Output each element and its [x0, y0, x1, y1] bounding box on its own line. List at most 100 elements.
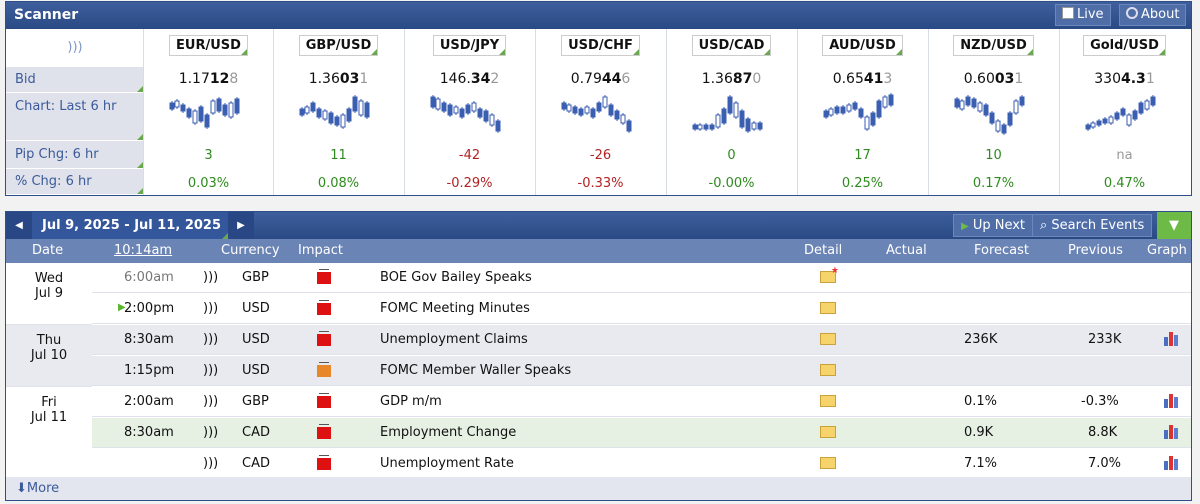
sound-icon[interactable]: ))) [203, 332, 219, 347]
label-bid[interactable]: Bid [6, 67, 144, 93]
sound-icon[interactable]: ))) [203, 270, 219, 285]
graph-icon[interactable] [1163, 331, 1179, 347]
event-title[interactable]: Employment Change [380, 425, 517, 440]
pip-change: 0 [727, 148, 736, 163]
pair-name[interactable]: USD/CHF [561, 35, 640, 56]
sparkline-chart[interactable] [820, 93, 900, 135]
bid-price: 146.342 [405, 71, 534, 87]
sparkline-chart[interactable] [951, 93, 1031, 135]
pair-name[interactable]: USD/CAD [691, 35, 772, 56]
candle-body [697, 124, 703, 130]
live-toggle[interactable]: Live [1055, 4, 1111, 26]
pair-name[interactable]: USD/JPY [432, 35, 507, 56]
filter-icon[interactable]: ▼ [1157, 212, 1191, 239]
event-row[interactable]: 1:15pm ))) USD FOMC Member Waller Speaks [92, 356, 1191, 386]
candle-body [228, 102, 234, 118]
detail-folder-icon[interactable] [820, 426, 836, 438]
sparkline-chart[interactable] [689, 93, 769, 135]
bid-pips: 12 [209, 71, 230, 87]
sound-icon[interactable]: ))) [203, 394, 219, 409]
sound-icon[interactable]: ))) [203, 363, 219, 378]
candle-body [959, 100, 965, 110]
up-next-button[interactable]: ▶ Up Next [953, 214, 1034, 237]
detail-folder-icon[interactable] [820, 333, 836, 345]
date-range[interactable]: Jul 9, 2025 - Jul 11, 2025 [32, 212, 228, 239]
sparkline-chart[interactable] [558, 93, 638, 135]
label-pip-chg[interactable]: Pip Chg: 6 hr [6, 141, 144, 169]
checkbox-icon[interactable] [1062, 7, 1074, 19]
pip-change: 17 [854, 148, 871, 163]
sound-icon[interactable]: ))) [203, 456, 219, 471]
event-row[interactable]: 8:30am ))) USD Unemployment Claims 236K … [92, 325, 1191, 355]
about-button[interactable]: About [1119, 4, 1187, 26]
event-title[interactable]: FOMC Meeting Minutes [380, 301, 530, 316]
event-title[interactable]: FOMC Member Waller Speaks [380, 363, 572, 378]
event-currency: USD [242, 332, 270, 347]
candle-body [495, 120, 501, 132]
pair-name[interactable]: AUD/USD [822, 35, 903, 56]
label-chart[interactable]: Chart: Last 6 hr [6, 93, 144, 141]
detail-folder-icon[interactable] [820, 457, 836, 469]
sparkline-chart[interactable] [1082, 93, 1162, 135]
graph-icon[interactable] [1163, 455, 1179, 471]
graph-icon[interactable] [1163, 393, 1179, 409]
event-previous: -0.3% [1081, 394, 1119, 409]
bid-fraction: 1 [1014, 71, 1024, 87]
event-title[interactable]: Unemployment Claims [380, 332, 528, 347]
pair-name[interactable]: NZD/USD [953, 35, 1034, 56]
col-time[interactable]: 10:14am [114, 243, 173, 258]
event-row[interactable]: 8:30am ))) CAD Employment Change 0.9K 8.… [92, 418, 1191, 448]
candle-body [971, 98, 977, 108]
sparkline-chart[interactable] [427, 93, 507, 135]
pip-change: 10 [985, 148, 1002, 163]
sound-icon[interactable]: ))) [203, 301, 219, 316]
pair-name[interactable]: GBP/USD [298, 35, 379, 56]
detail-folder-icon[interactable] [820, 364, 836, 376]
candle-body [459, 108, 465, 118]
prev-week-button[interactable]: ◀ [6, 212, 32, 239]
candle-body [965, 96, 971, 106]
event-time: 8:30am [124, 332, 174, 347]
event-row[interactable]: 2:00am ))) GBP GDP m/m 0.1% -0.3% [92, 387, 1191, 417]
more-link[interactable]: ⬇More [6, 477, 1191, 500]
event-title[interactable]: GDP m/m [380, 394, 442, 409]
candle-body [1138, 102, 1144, 114]
pair-name[interactable]: EUR/USD [169, 35, 248, 56]
next-week-button[interactable]: ▶ [228, 212, 254, 239]
day-cell: Fri Jul 11 [6, 387, 92, 480]
event-previous: 8.8K [1088, 425, 1118, 440]
day-of-week: Fri [41, 395, 57, 410]
calendar-column-headers: Date 10:14am Currency Impact Detail Actu… [6, 239, 1191, 263]
detail-folder-icon[interactable] [820, 395, 836, 407]
event-row[interactable]: 6:00am ))) GBP BOE Gov Bailey Speaks ★ [92, 263, 1191, 293]
event-row[interactable]: ▶ 2:00pm ))) USD FOMC Meeting Minutes [92, 294, 1191, 324]
sparkline-chart[interactable] [166, 93, 246, 135]
event-title[interactable]: BOE Gov Bailey Speaks [380, 270, 532, 285]
label-pct-chg[interactable]: % Chg: 6 hr [6, 169, 144, 195]
graph-icon[interactable] [1163, 424, 1179, 440]
candle-body [471, 102, 477, 112]
candle-body [1019, 96, 1025, 106]
bid-pips: 34 [470, 71, 491, 87]
candle-body [757, 122, 763, 130]
pip-change: -26 [589, 148, 612, 163]
bid-fraction: 1 [1145, 71, 1155, 87]
search-events-button[interactable]: ⌕ Search Events [1032, 214, 1153, 237]
bid-pips: 41 [863, 71, 884, 87]
calendar-header: ◀ Jul 9, 2025 - Jul 11, 2025 ▶ ▶ Up Next… [6, 212, 1191, 239]
sparkline-chart[interactable] [296, 93, 376, 135]
pair-name[interactable]: Gold/USD [1083, 35, 1166, 56]
candle-body [198, 106, 204, 122]
candle-body [840, 106, 846, 114]
bid-major: 0.79 [570, 71, 602, 87]
detail-folder-icon[interactable] [820, 302, 836, 314]
event-title[interactable]: Unemployment Rate [380, 456, 514, 471]
candle-body [846, 104, 852, 112]
detail-folder-icon[interactable]: ★ [820, 266, 839, 283]
candle-body [489, 114, 495, 126]
sound-icon[interactable]: ))) [203, 425, 219, 440]
day-cell: Thu Jul 10 [6, 325, 92, 387]
bid-major: 146. [439, 71, 471, 87]
event-row[interactable]: ))) CAD Unemployment Rate 7.1% 7.0% [92, 449, 1191, 479]
pct-change: 0.47% [1103, 176, 1146, 191]
